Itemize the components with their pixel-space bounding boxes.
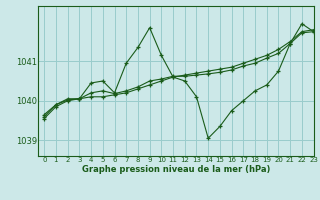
X-axis label: Graphe pression niveau de la mer (hPa): Graphe pression niveau de la mer (hPa) bbox=[82, 165, 270, 174]
